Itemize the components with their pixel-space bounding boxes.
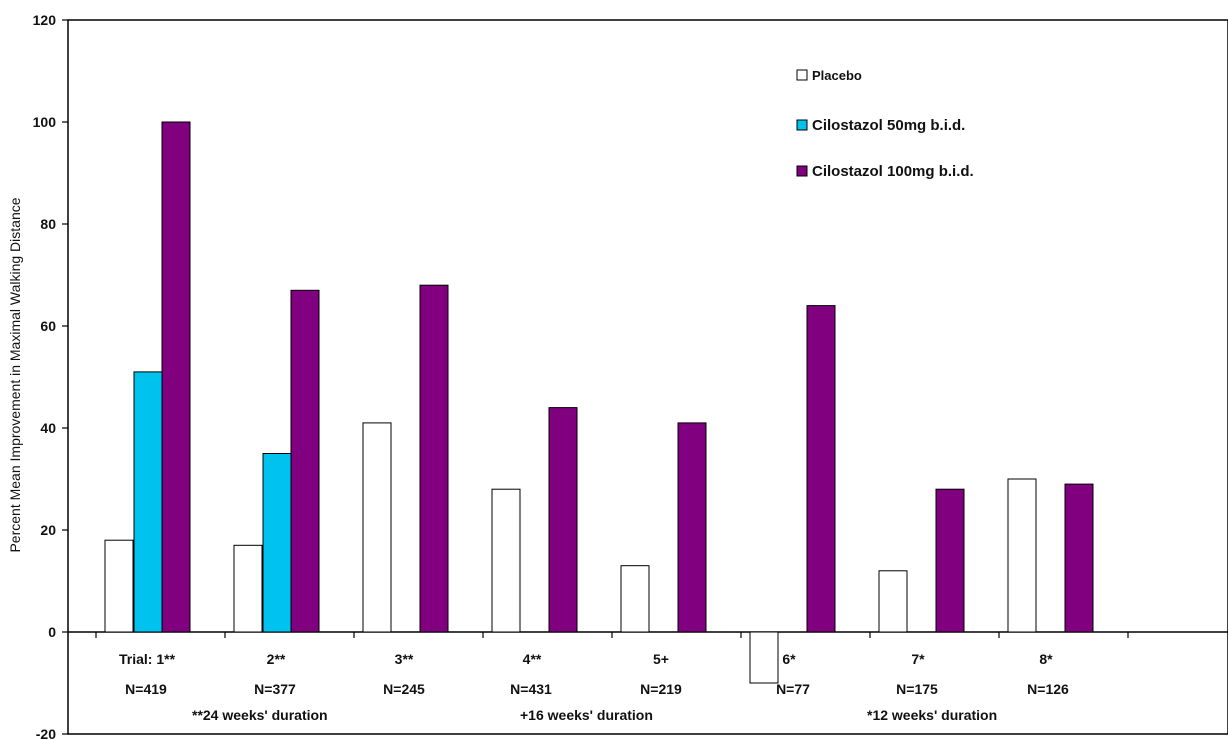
bar [1064,483,1094,633]
bar [1007,478,1037,633]
y-axis-title: Percent Mean Improvement in Maximal Walk… [7,197,23,552]
category-trial-label: 6* [782,651,796,667]
y-tick-label: 120 [33,12,57,28]
bar [806,305,836,633]
category-n-label: N=77 [776,681,810,697]
bar [620,565,650,633]
x-axis [68,631,1228,638]
y-tick-label: 100 [33,114,57,130]
bar [677,422,707,633]
category-trial-label: 7* [911,651,925,667]
bar [233,544,263,633]
category-n-label: N=126 [1027,681,1069,697]
bar [133,371,163,633]
legend-swatch-placebo [796,69,808,81]
bar [161,121,191,633]
category-n-label: N=245 [383,681,425,697]
legend-swatch-cilostazol-50 [796,119,808,131]
y-tick-label: 60 [40,318,56,334]
legend-label-cilostazol-50: Cilostazol 50mg b.i.d. [812,117,965,134]
y-tick-label: 20 [40,522,56,538]
legend: Placebo Cilostazol 50mg b.i.d. Cilostazo… [796,68,974,180]
bar [491,488,521,633]
y-tick-label: 40 [40,420,56,436]
bars [104,121,1094,684]
y-tick-label: 80 [40,216,56,232]
category-trial-label: Trial: 1** [119,651,176,667]
bar [935,488,965,633]
category-labels: Trial: 1** N=419 2** N=377 3** N=245 4** N=431 5… [119,651,1069,697]
y-axis: -20 0 20 40 60 80 100 120 [33,12,68,740]
bar [290,289,320,633]
duration-note-24-weeks: **24 weeks' duration [192,707,328,723]
legend-label-placebo: Placebo [812,68,862,83]
bar [878,570,908,633]
bar [419,284,449,633]
category-n-label: N=377 [254,681,296,697]
category-n-label: N=431 [510,681,552,697]
bar [749,631,779,684]
category-trial-label: 4** [523,651,542,667]
bar [104,539,134,633]
plot-area [67,19,1228,735]
category-trial-label: 8* [1039,651,1053,667]
category-trial-label: 2** [267,651,286,667]
bar [548,407,578,633]
category-n-label: N=219 [640,681,682,697]
y-tick-label: 0 [48,624,56,640]
category-n-label: N=175 [896,681,938,697]
y-tick-label: -20 [36,726,56,740]
duration-note-16-weeks: +16 weeks' duration [520,707,653,723]
category-trial-label: 5+ [653,651,669,667]
category-n-label: N=419 [125,681,167,697]
category-trial-label: 3** [395,651,414,667]
duration-note-12-weeks: *12 weeks' duration [867,707,997,723]
legend-swatch-cilostazol-100 [796,165,808,177]
legend-label-cilostazol-100: Cilostazol 100mg b.i.d. [812,163,974,180]
bar [362,422,392,633]
bar [262,453,292,633]
